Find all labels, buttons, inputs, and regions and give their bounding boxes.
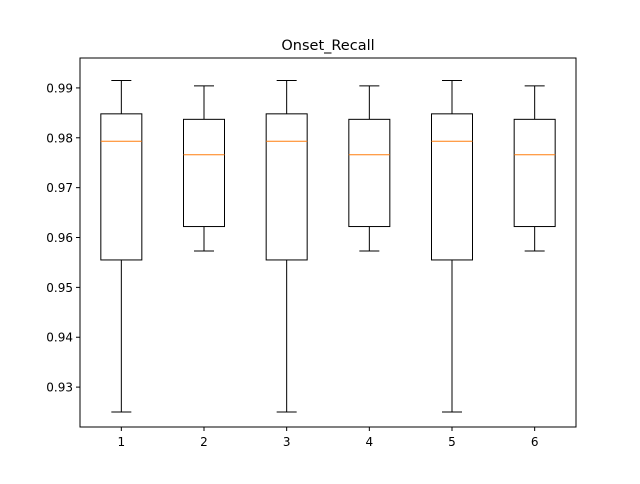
y-tick-label: 0.99 bbox=[46, 81, 73, 95]
box-iqr bbox=[100, 113, 143, 261]
box-iqr bbox=[183, 118, 225, 228]
x-tick-label: 1 bbox=[118, 435, 126, 449]
box-iqr bbox=[513, 118, 556, 228]
box-iqr bbox=[431, 113, 473, 261]
x-tick-label: 4 bbox=[366, 435, 374, 449]
plot-frame bbox=[79, 57, 577, 428]
x-tick-label: 5 bbox=[448, 435, 456, 449]
box-iqr bbox=[265, 113, 308, 261]
y-tick-label: 0.93 bbox=[46, 381, 73, 395]
chart-title: Onset_Recall bbox=[281, 38, 374, 54]
y-tick-label: 0.98 bbox=[46, 131, 73, 145]
y-tick-label: 0.97 bbox=[46, 181, 73, 195]
y-tick-label: 0.94 bbox=[46, 331, 73, 345]
box-iqr bbox=[348, 118, 391, 228]
x-tick-label: 2 bbox=[200, 435, 208, 449]
y-tick-label: 0.96 bbox=[46, 231, 73, 245]
x-tick-label: 3 bbox=[283, 435, 291, 449]
y-tick-label: 0.95 bbox=[46, 281, 73, 295]
x-tick-label: 6 bbox=[531, 435, 539, 449]
